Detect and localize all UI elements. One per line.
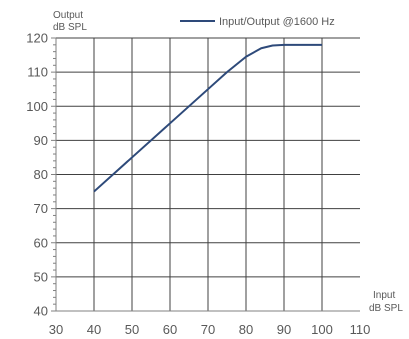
y-tick-label: 120 <box>26 31 48 46</box>
x-axis-label-line1: Input <box>373 290 395 301</box>
y-tick-label: 70 <box>34 201 48 216</box>
x-tick-label: 90 <box>277 322 291 337</box>
x-tick-label: 30 <box>49 322 63 337</box>
x-tick-label: 110 <box>350 322 371 337</box>
y-tick-label: 60 <box>34 235 48 250</box>
x-tick-label: 70 <box>201 322 215 337</box>
y-tick-labels: 40 50 60 70 80 90 100 110 120 <box>26 31 48 319</box>
series <box>93 43 322 193</box>
x-tick-label: 80 <box>239 322 253 337</box>
y-tick-label: 100 <box>26 99 48 114</box>
x-tick-labels: 30 40 50 60 70 80 90 100 110 <box>49 322 371 337</box>
x-tick-label: 40 <box>87 322 101 337</box>
legend: Input/Output @1600 Hz <box>180 16 335 28</box>
y-axis-label-line1: Output <box>53 10 83 21</box>
y-tick-label: 80 <box>34 167 48 182</box>
x-tick-label: 60 <box>163 322 177 337</box>
x-tick-label: 50 <box>125 322 139 337</box>
y-tick-label: 40 <box>34 304 48 319</box>
x-axis-label-line2: dB SPL <box>369 303 403 314</box>
series-line-0 <box>93 43 322 193</box>
y-axis-label-line2: dB SPL <box>53 22 87 33</box>
y-tick-label: 50 <box>34 269 48 284</box>
y-minor-ticks <box>51 37 56 312</box>
y-tick-label: 110 <box>27 65 48 80</box>
grid <box>56 37 360 311</box>
x-tick-label: 100 <box>311 322 333 337</box>
legend-label: Input/Output @1600 Hz <box>219 16 335 28</box>
y-tick-label: 90 <box>34 133 48 148</box>
